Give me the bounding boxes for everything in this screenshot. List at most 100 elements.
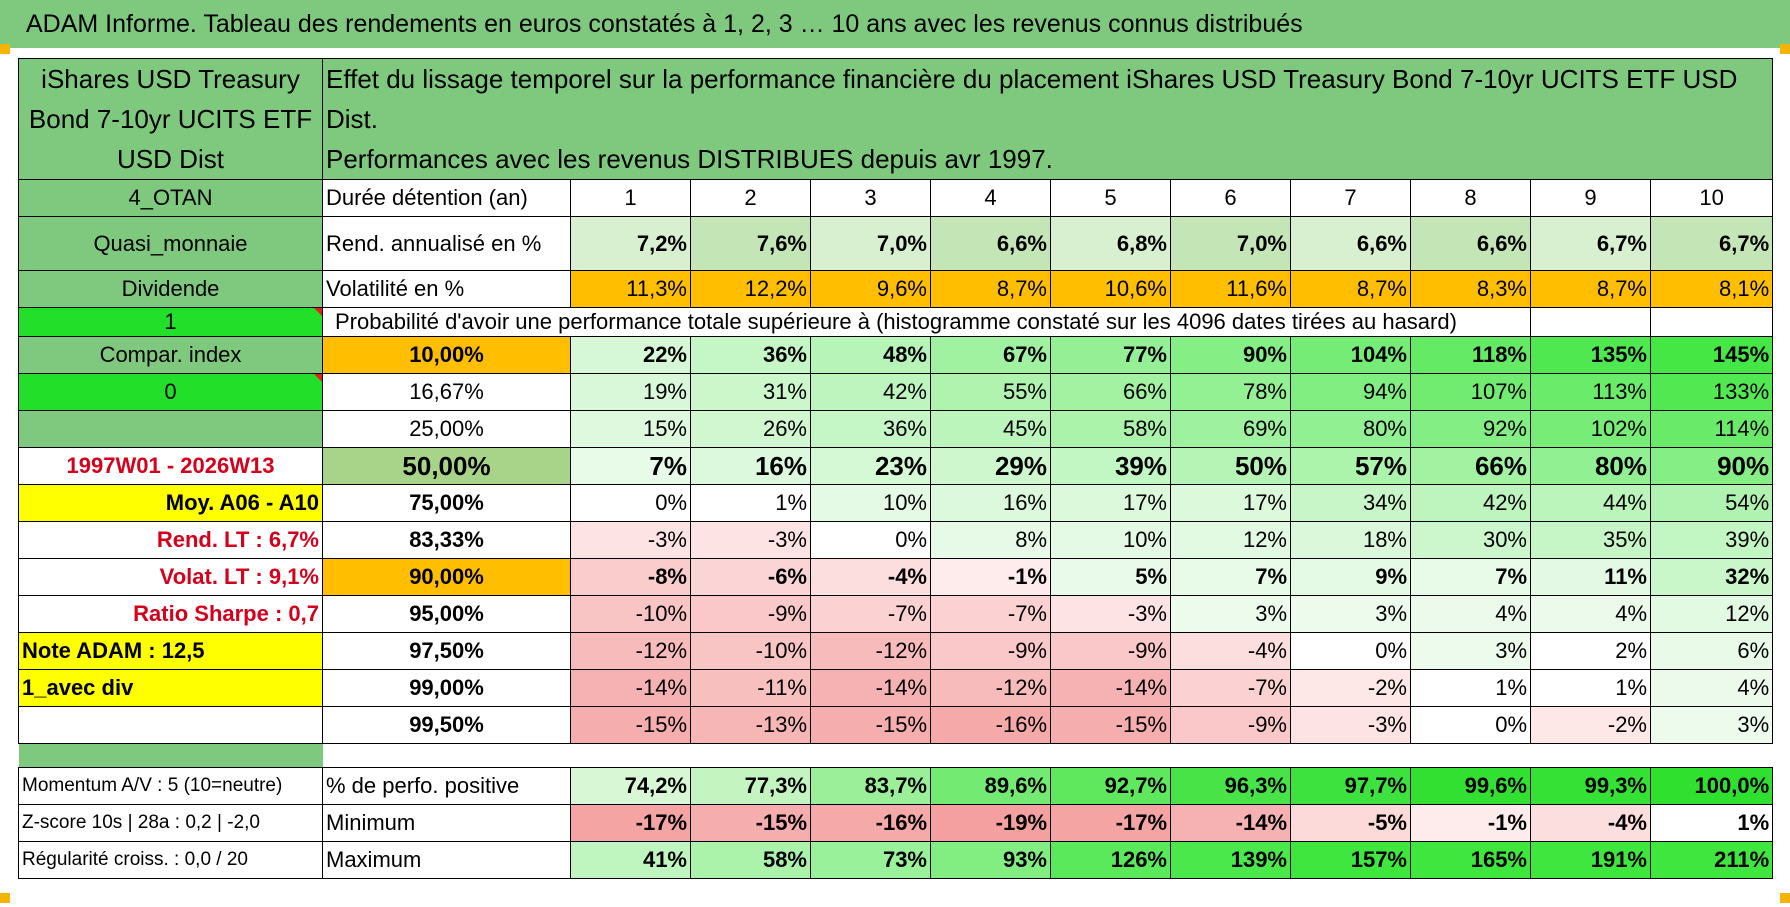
value-cell: 4% <box>1530 595 1651 633</box>
value-cell: 3% <box>1170 595 1291 633</box>
percentile-label: 75,00% <box>322 484 571 522</box>
value-cell: 35% <box>1530 521 1651 559</box>
value-cell: 104% <box>1290 336 1411 374</box>
value-cell: 6,6% <box>1410 216 1531 271</box>
year-header: 8 <box>1410 179 1531 217</box>
value-cell: 7,6% <box>690 216 811 271</box>
value-cell: -19% <box>930 804 1051 842</box>
value-cell: 92% <box>1410 410 1531 448</box>
value-cell: -9% <box>1050 632 1171 670</box>
value-cell: -2% <box>1290 669 1411 707</box>
value-cell: 19% <box>570 373 691 411</box>
value-cell: -16% <box>930 706 1051 744</box>
value-cell: -7% <box>810 595 931 633</box>
value-cell: 9% <box>1290 558 1411 596</box>
value-cell: 67% <box>930 336 1051 374</box>
years-label: Durée détention (an) <box>322 179 571 217</box>
value-cell: 191% <box>1530 841 1651 879</box>
value-cell: 7% <box>570 447 691 485</box>
value-cell: 90% <box>1649 447 1774 485</box>
value-cell: -15% <box>810 706 931 744</box>
value-cell: 157% <box>1290 841 1411 879</box>
value-cell: 39% <box>1050 447 1171 485</box>
value-cell: -14% <box>810 669 931 707</box>
value-cell: 8,7% <box>930 270 1051 308</box>
value-cell: 17% <box>1170 484 1291 522</box>
value-cell: -4% <box>810 558 931 596</box>
value-cell: 107% <box>1410 373 1531 411</box>
value-cell: 36% <box>810 410 931 448</box>
value-cell: 15% <box>570 410 691 448</box>
percentile-label: 25,00% <box>322 410 571 448</box>
header-line-2: Performances avec les revenus DISTRIBUES… <box>326 144 1053 174</box>
value-cell: 1% <box>1410 669 1531 707</box>
value-cell: 10% <box>810 484 931 522</box>
value-cell: 77,3% <box>690 767 811 805</box>
value-cell: 4% <box>1410 595 1531 633</box>
corner-marker <box>1780 893 1790 903</box>
percentile-label: 99,00% <box>322 669 571 707</box>
value-cell: 9,6% <box>810 270 931 308</box>
value-cell: 18% <box>1290 521 1411 559</box>
value-cell: 6,7% <box>1649 216 1774 271</box>
value-cell: 7,0% <box>1170 216 1291 271</box>
value-cell: 12,2% <box>690 270 811 308</box>
value-cell: 69% <box>1170 410 1291 448</box>
value-cell: -9% <box>930 632 1051 670</box>
value-cell: 3% <box>1290 595 1411 633</box>
stat-label: % de perfo. positive <box>322 767 571 805</box>
value-cell: 8% <box>930 521 1051 559</box>
year-header: 4 <box>930 179 1051 217</box>
value-cell: 145% <box>1649 336 1774 374</box>
year-header: 5 <box>1050 179 1171 217</box>
value-cell: 8,7% <box>1530 270 1651 308</box>
value-cell: 6,8% <box>1050 216 1171 271</box>
value-cell: 44% <box>1530 484 1651 522</box>
value-cell: 50% <box>1170 447 1291 485</box>
value-cell: 93% <box>930 841 1051 879</box>
value-cell: -14% <box>1050 669 1171 707</box>
year-header: 1 <box>570 179 691 217</box>
empty-cell <box>18 706 323 744</box>
spacer <box>323 744 1773 768</box>
value-cell: -1% <box>930 558 1051 596</box>
value-cell: 1% <box>690 484 811 522</box>
dividend-label-cell: Dividende <box>18 270 323 308</box>
value-cell: 92,7% <box>1050 767 1171 805</box>
compar-label-cell: Compar. index <box>18 336 323 374</box>
value-cell: -10% <box>690 632 811 670</box>
value-cell: 10,6% <box>1050 270 1171 308</box>
sharpe-cell: Ratio Sharpe : 0,7 <box>18 595 323 633</box>
value-cell: -3% <box>690 521 811 559</box>
value-cell: -3% <box>570 521 691 559</box>
value-cell: 0% <box>810 521 931 559</box>
value-cell: -4% <box>1170 632 1291 670</box>
regularite-cell: Régularité croiss. : 0,0 / 20 <box>18 841 323 879</box>
value-cell: 66% <box>1050 373 1171 411</box>
value-cell: 16% <box>930 484 1051 522</box>
category-cell: 4_OTAN <box>18 179 323 217</box>
value-cell: 0% <box>570 484 691 522</box>
rend-label: Rend. annualisé en % <box>322 216 571 271</box>
corner-marker <box>0 893 10 903</box>
value-cell: -3% <box>1290 706 1411 744</box>
value-cell: 139% <box>1170 841 1291 879</box>
value-cell: 7,2% <box>570 216 691 271</box>
percentile-label: 95,00% <box>322 595 571 633</box>
value-cell: 1% <box>1649 804 1774 842</box>
fund-name-cell: iShares USD Treasury Bond 7-10yr UCITS E… <box>18 58 323 180</box>
value-cell: 118% <box>1410 336 1531 374</box>
value-cell: -9% <box>690 595 811 633</box>
value-cell: -11% <box>690 669 811 707</box>
header-line-1: Effet du lissage temporel sur la perform… <box>326 64 1738 134</box>
value-cell: -7% <box>1170 669 1291 707</box>
value-cell: 7,0% <box>810 216 931 271</box>
value-cell: -4% <box>1530 804 1651 842</box>
year-header: 6 <box>1170 179 1291 217</box>
year-header: 9 <box>1530 179 1651 217</box>
percentile-label: 99,50% <box>322 706 571 744</box>
volat-lt-cell: Volat. LT : 9,1% <box>18 558 323 596</box>
value-cell: -15% <box>1050 706 1171 744</box>
value-cell: 8,7% <box>1290 270 1411 308</box>
value-cell: 2% <box>1530 632 1651 670</box>
